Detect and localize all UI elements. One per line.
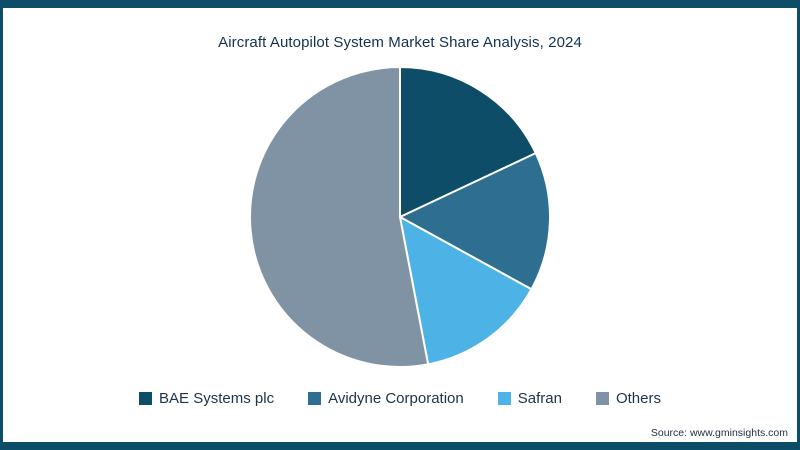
legend-label-avidyne-corporation: Avidyne Corporation [328, 390, 464, 407]
legend-swatch-avidyne-corporation [308, 392, 322, 405]
legend: BAE Systems plc Avidyne Corporation Safr… [3, 390, 797, 407]
legend-swatch-bae-systems-plc [139, 392, 153, 405]
legend-item-avidyne-corporation: Avidyne Corporation [308, 390, 464, 407]
legend-swatch-safran [497, 392, 511, 405]
legend-item-bae-systems-plc: BAE Systems plc [139, 390, 274, 407]
pie-slice-bae-systems-plc [399, 66, 537, 218]
chart-title: Aircraft Autopilot System Market Share A… [218, 34, 582, 51]
legend-item-others: Others [595, 390, 661, 407]
legend-label-bae-systems-plc: BAE Systems plc [159, 390, 275, 407]
pie-slice-safran [399, 216, 533, 366]
legend-item-safran: Safran [497, 390, 562, 407]
legend-swatch-others [595, 392, 609, 405]
pie-slice-avidyne-corporation [399, 152, 551, 291]
pie-chart [245, 62, 555, 372]
source-attribution: Source: www.gminsights.com [650, 427, 788, 439]
pie-slice-others [248, 66, 430, 368]
legend-label-safran: Safran [517, 390, 562, 407]
pie-chart-svg [248, 66, 551, 368]
legend-label-others: Others [615, 390, 661, 407]
